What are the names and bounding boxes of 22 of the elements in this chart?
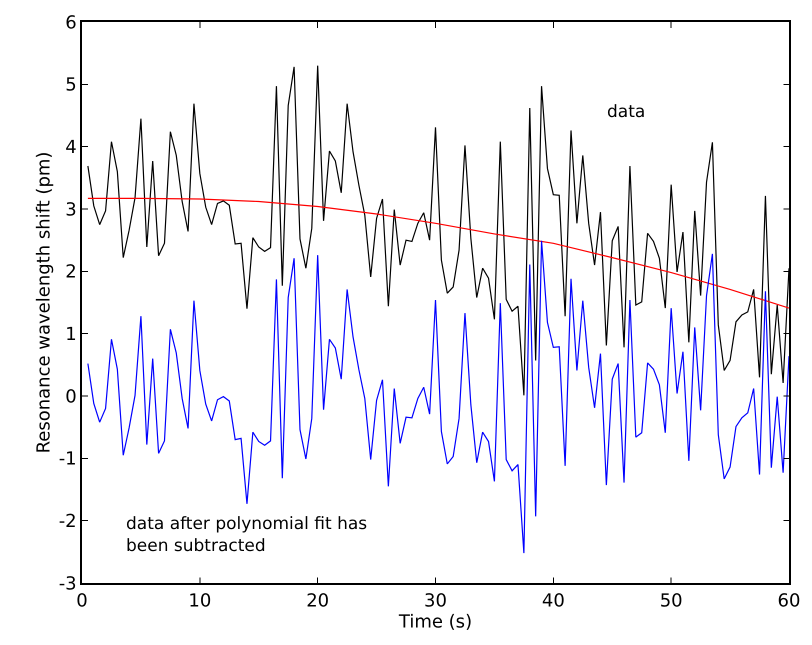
line-series [87,198,789,309]
x-tick-label: 40 [542,590,565,612]
x-tick-label: 10 [188,590,212,612]
series-label: data after polynomial fit has been subtracted [126,514,368,556]
text: data [607,102,646,122]
x-tick-label: 50 [660,590,683,612]
y-tick-label: 4 [65,136,77,158]
x-tick-label: 60 [778,590,800,612]
y-tick-label: 0 [65,386,77,408]
x-axis-title: Time (s) [398,611,472,632]
y-tick-label: -2 [58,510,77,532]
line-series [87,240,789,554]
y-tick-label: 2 [65,262,77,283]
y-tick-label: 6 [65,12,77,34]
y-tick-label: 5 [65,74,77,96]
y-tick-label: 3 [65,199,77,220]
x-tick-label: 30 [424,590,447,612]
y-axis-title: Resonance wavelength shift (pm) [33,152,54,454]
y-tick-label: -1 [58,448,77,470]
x-tick-label: 20 [306,590,330,612]
y-tick-label: 1 [65,324,77,345]
y-tick-label: -3 [58,573,77,594]
